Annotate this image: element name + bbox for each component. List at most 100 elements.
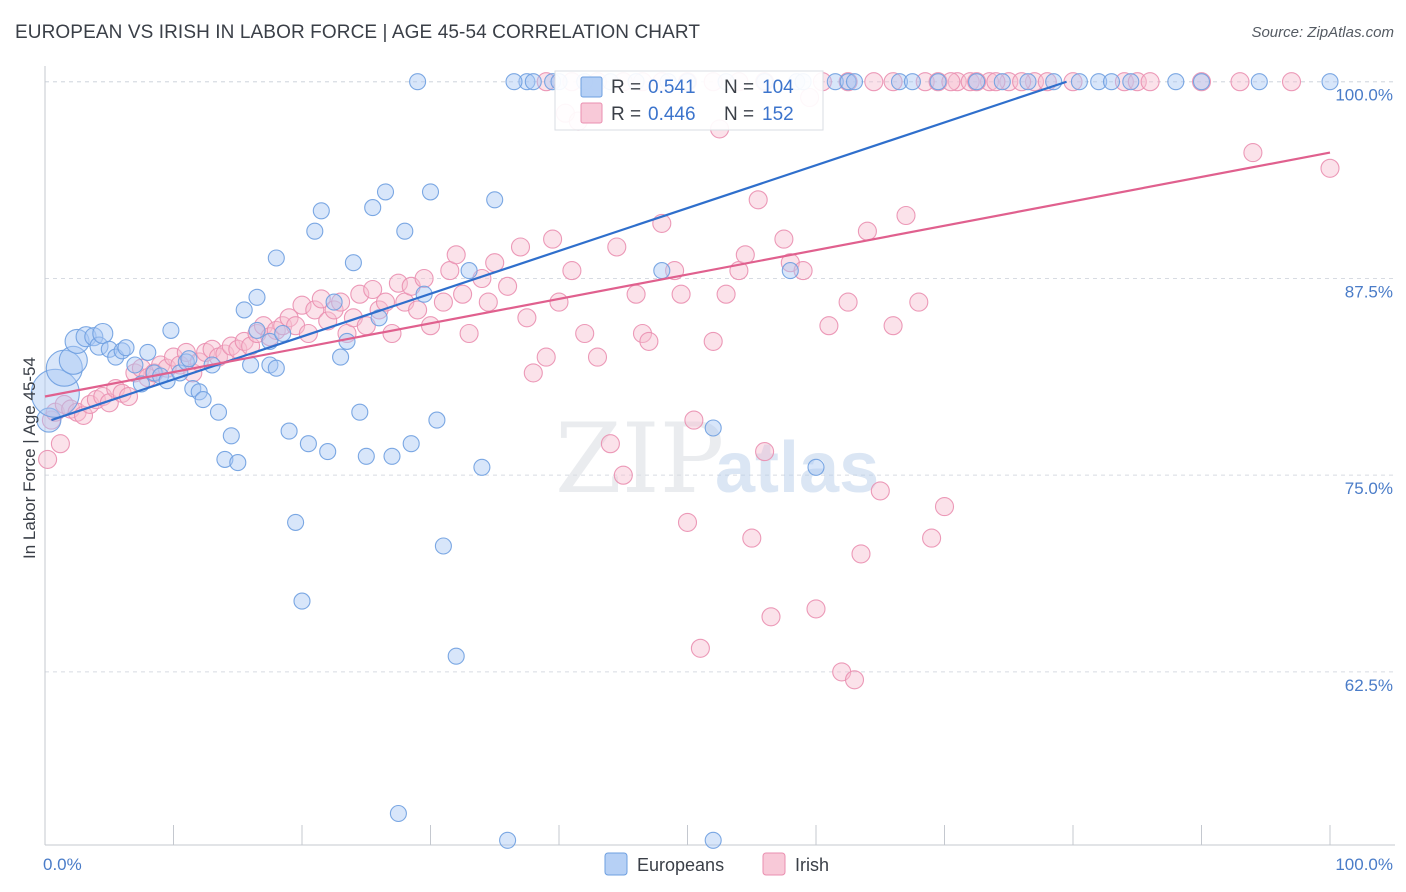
europeans-point: [338, 332, 356, 350]
irish-point: [176, 342, 196, 362]
irish-point: [38, 449, 58, 469]
irish-point: [478, 292, 498, 312]
irish-point: [607, 237, 627, 257]
europeans-point: [704, 831, 722, 849]
irish-point: [420, 316, 441, 336]
irish-point: [382, 323, 402, 344]
x-tick-label-min: 0.0%: [43, 855, 82, 874]
europeans-point: [357, 447, 375, 465]
tick-labels: 62.5% 75.0% 87.5% 100.0% 0.0% 100.0%: [43, 86, 1393, 874]
europeans-r-value: 0.541: [648, 77, 696, 98]
europeans-point: [312, 202, 330, 220]
europeans-point: [845, 73, 864, 91]
irish-point: [690, 638, 710, 658]
europeans-point: [126, 356, 144, 374]
irish-point: [562, 261, 582, 281]
europeans-point: [216, 450, 234, 468]
irish-point: [851, 544, 871, 564]
irish-point: [967, 72, 987, 92]
europeans-point: [248, 321, 266, 339]
irish-point: [549, 292, 569, 312]
legend-irish-label: Irish: [795, 855, 829, 875]
europeans-point: [117, 339, 135, 357]
irish-point: [498, 276, 518, 296]
europeans-point: [653, 262, 671, 280]
europeans-point: [1321, 73, 1339, 91]
irish-n-value: 152: [762, 104, 794, 125]
y-tick-label: 62.5%: [1345, 676, 1393, 695]
europeans-point: [1102, 73, 1121, 91]
irish-point: [986, 72, 1006, 92]
irish-point: [934, 497, 955, 517]
europeans-point: [402, 435, 420, 453]
irish-point: [202, 339, 222, 359]
europeans-point: [306, 222, 324, 240]
irish-point: [523, 363, 543, 383]
europeans-point: [332, 348, 350, 366]
europeans-point: [190, 383, 208, 401]
irish-point: [292, 295, 312, 315]
europeans-point: [524, 73, 542, 91]
irish-point: [1243, 143, 1263, 163]
irish-point: [350, 284, 370, 304]
europeans-point: [229, 454, 247, 472]
irish-trend-line: [44, 151, 1331, 398]
irish-point: [305, 300, 325, 320]
europeans-point: [376, 183, 395, 201]
europeans-point: [248, 288, 266, 306]
irish-r-value: 0.446: [648, 104, 696, 125]
irish-point: [517, 308, 537, 328]
europeans-point: [396, 222, 414, 240]
irish-point: [446, 245, 466, 265]
europeans-point: [505, 73, 523, 91]
europeans-point: [1250, 73, 1268, 91]
europeans-point: [389, 804, 407, 823]
irish-point: [761, 607, 781, 627]
irish-point: [677, 512, 698, 532]
europeans-point: [1167, 73, 1185, 91]
europeans-point: [235, 301, 253, 319]
europeans-point: [968, 73, 986, 91]
europeans-point: [274, 324, 292, 343]
irish-n-label: N =: [724, 104, 754, 125]
europeans-point: [280, 422, 298, 440]
europeans-point: [1192, 73, 1211, 91]
irish-point: [1140, 72, 1160, 92]
europeans-point: [409, 73, 427, 91]
irish-point: [1320, 158, 1340, 178]
irish-point: [536, 347, 556, 367]
irish-point: [742, 528, 762, 548]
europeans-point: [807, 458, 825, 476]
europeans-point: [1070, 73, 1088, 91]
irish-point: [1012, 72, 1032, 92]
irish-r-label: R =: [611, 104, 641, 125]
europeans-point: [30, 368, 80, 418]
irish-point: [50, 434, 70, 454]
europeans-point: [839, 73, 857, 91]
chart-title: EUROPEAN VS IRISH IN LABOR FORCE | AGE 4…: [15, 22, 701, 43]
irish-point: [543, 229, 563, 249]
irish-point: [510, 237, 531, 257]
europeans-point: [518, 73, 536, 91]
irish-point: [735, 245, 755, 265]
irish-point: [960, 72, 980, 92]
watermark-zip: ZIP: [555, 403, 724, 515]
europeans-point: [351, 403, 369, 421]
europeans-point: [428, 411, 446, 429]
europeans-point: [319, 443, 337, 461]
europeans-point: [929, 73, 947, 91]
irish-point: [639, 331, 659, 351]
europeans-point: [344, 254, 362, 272]
europeans-point: [139, 343, 157, 361]
irish-point: [433, 292, 453, 312]
irish-point: [748, 190, 768, 210]
irish-point: [671, 284, 691, 304]
irish-point: [388, 273, 408, 293]
irish-point: [408, 300, 428, 320]
irish-point: [703, 331, 723, 351]
irish-point: [896, 205, 916, 226]
europeans-point: [364, 199, 382, 217]
irish-point: [331, 292, 351, 312]
europeans-point: [383, 447, 401, 465]
